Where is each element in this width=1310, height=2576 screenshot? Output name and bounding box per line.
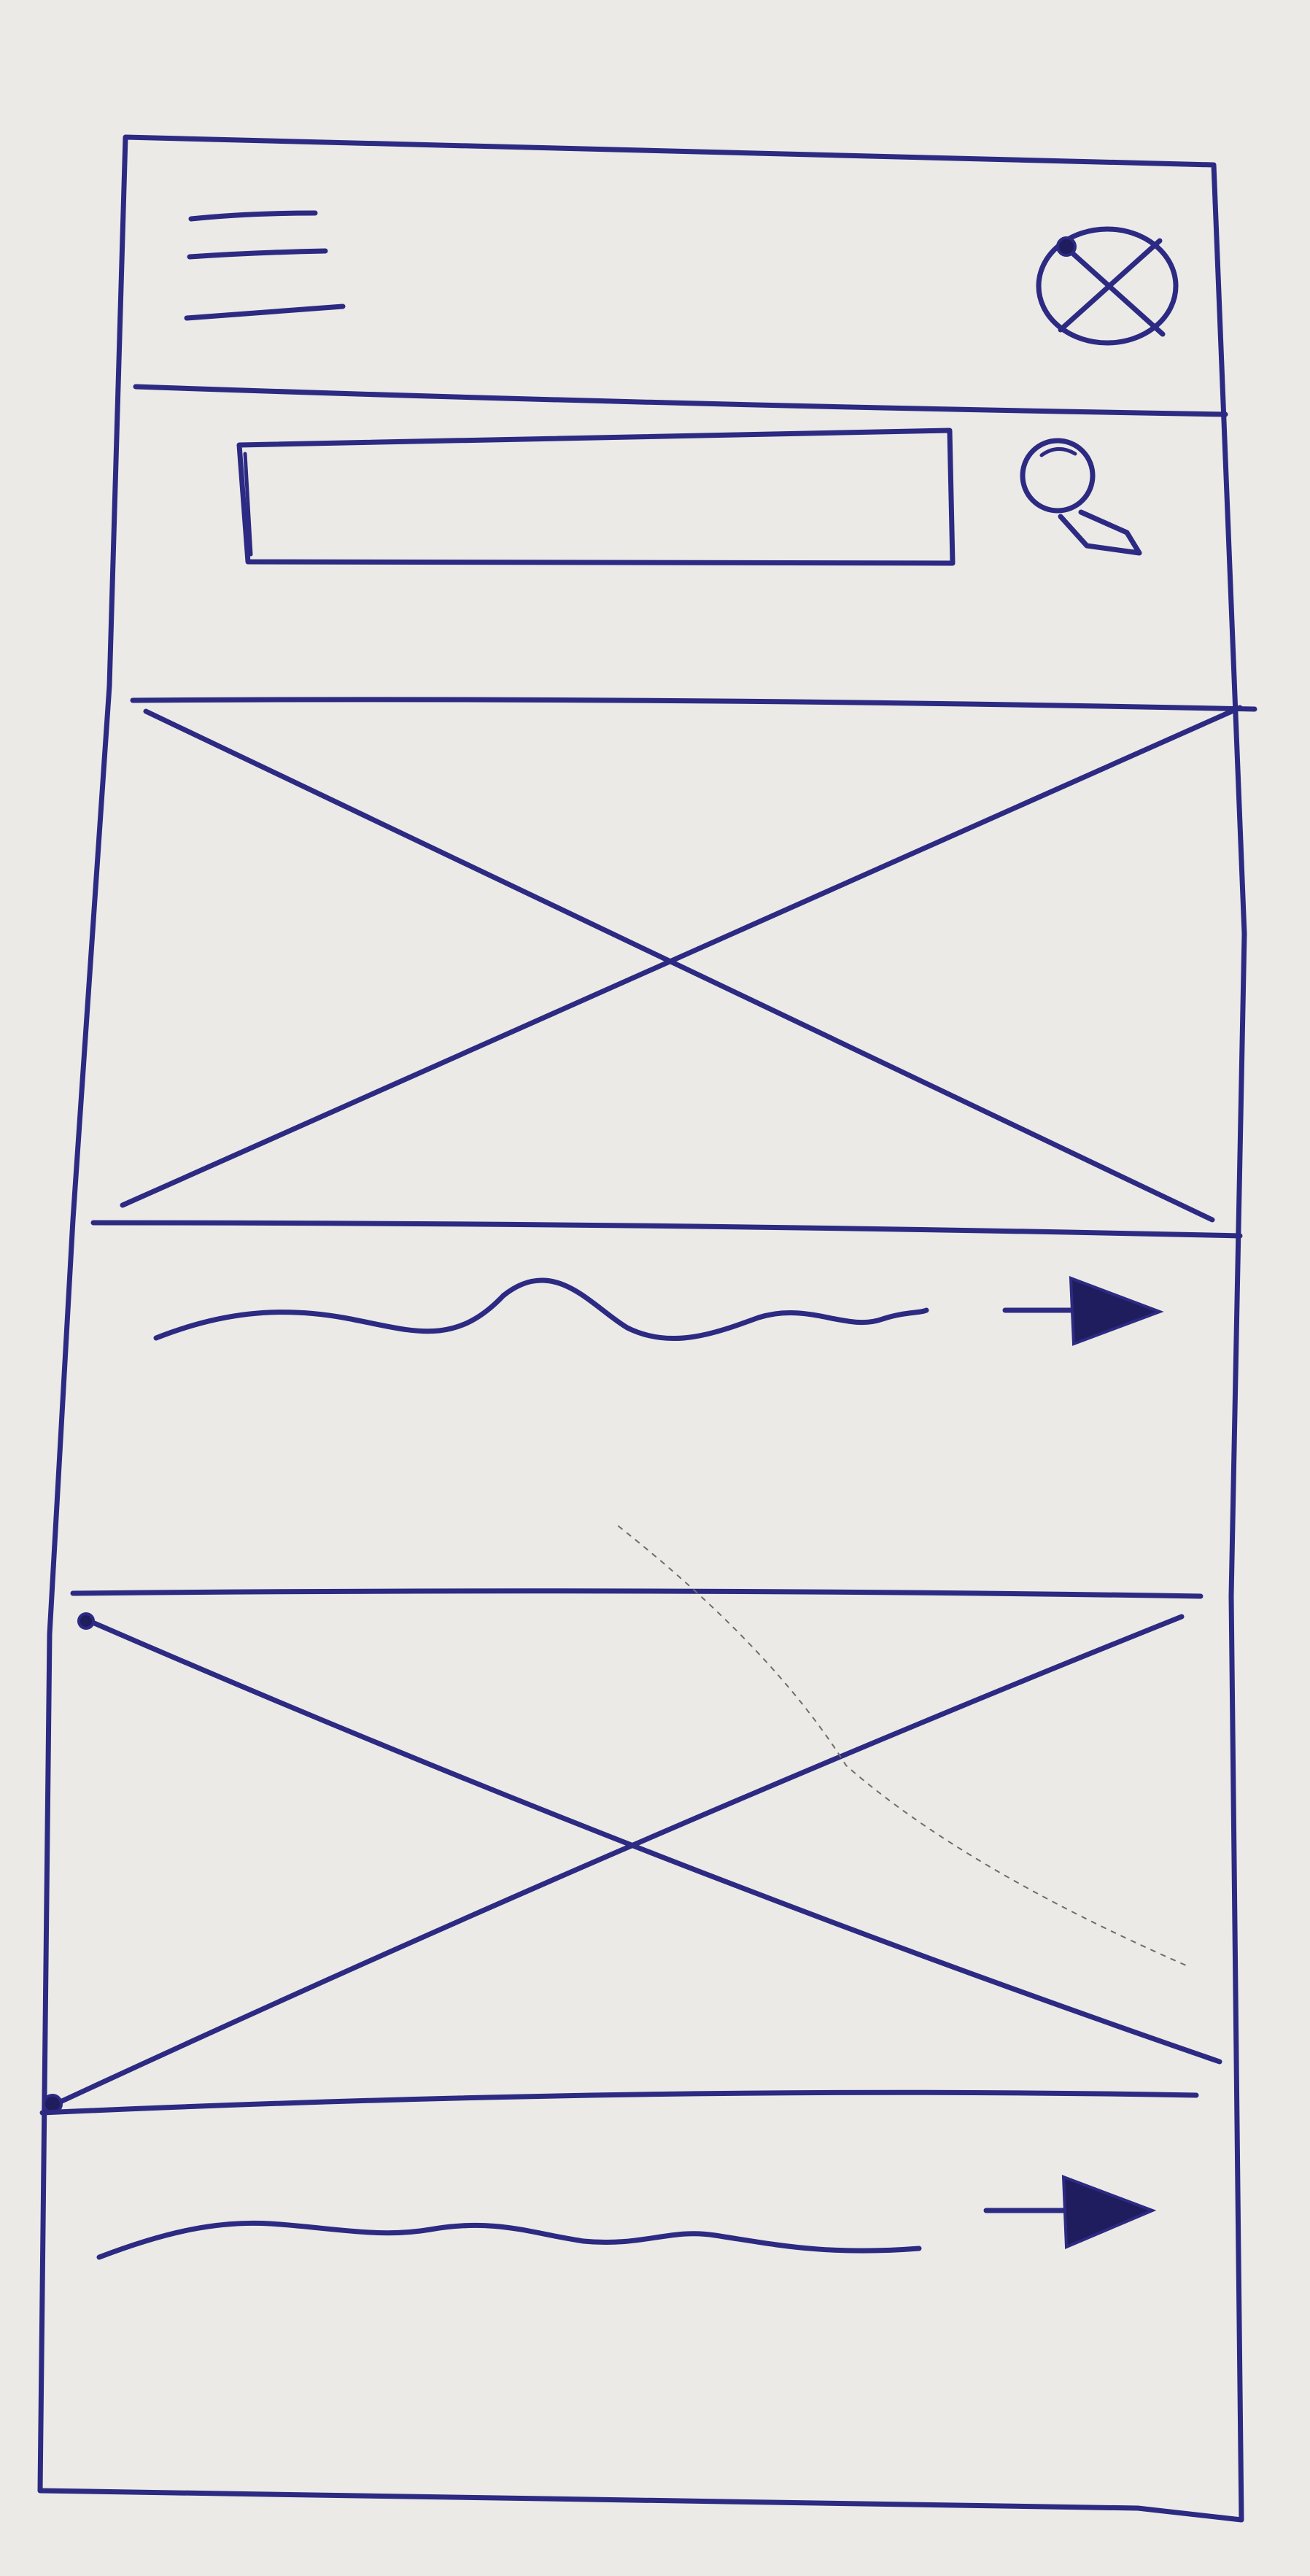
magnifier-icon[interactable] — [1020, 438, 1142, 556]
card-2-image-placeholder — [42, 1612, 1222, 2114]
card-2-arrow-right-icon[interactable] — [983, 2175, 1157, 2249]
phone-frame — [37, 134, 1247, 2523]
header-divider — [133, 384, 1228, 417]
circle-x-icon[interactable] — [1036, 226, 1179, 346]
card-2-text-line — [96, 2220, 922, 2260]
card-2-divider — [39, 2089, 1199, 2116]
card-1-arrow-right-icon[interactable] — [1002, 1276, 1164, 1346]
card-1-divider — [90, 1220, 1243, 1239]
pencil-stray-mark — [618, 1525, 1187, 1966]
card-1-image-placeholder — [120, 697, 1257, 1223]
search-input[interactable] — [236, 428, 956, 566]
card-1-text-line — [153, 1277, 929, 1342]
card-2-top-divider — [70, 1588, 1204, 1599]
hamburger-menu-icon[interactable] — [184, 210, 346, 321]
